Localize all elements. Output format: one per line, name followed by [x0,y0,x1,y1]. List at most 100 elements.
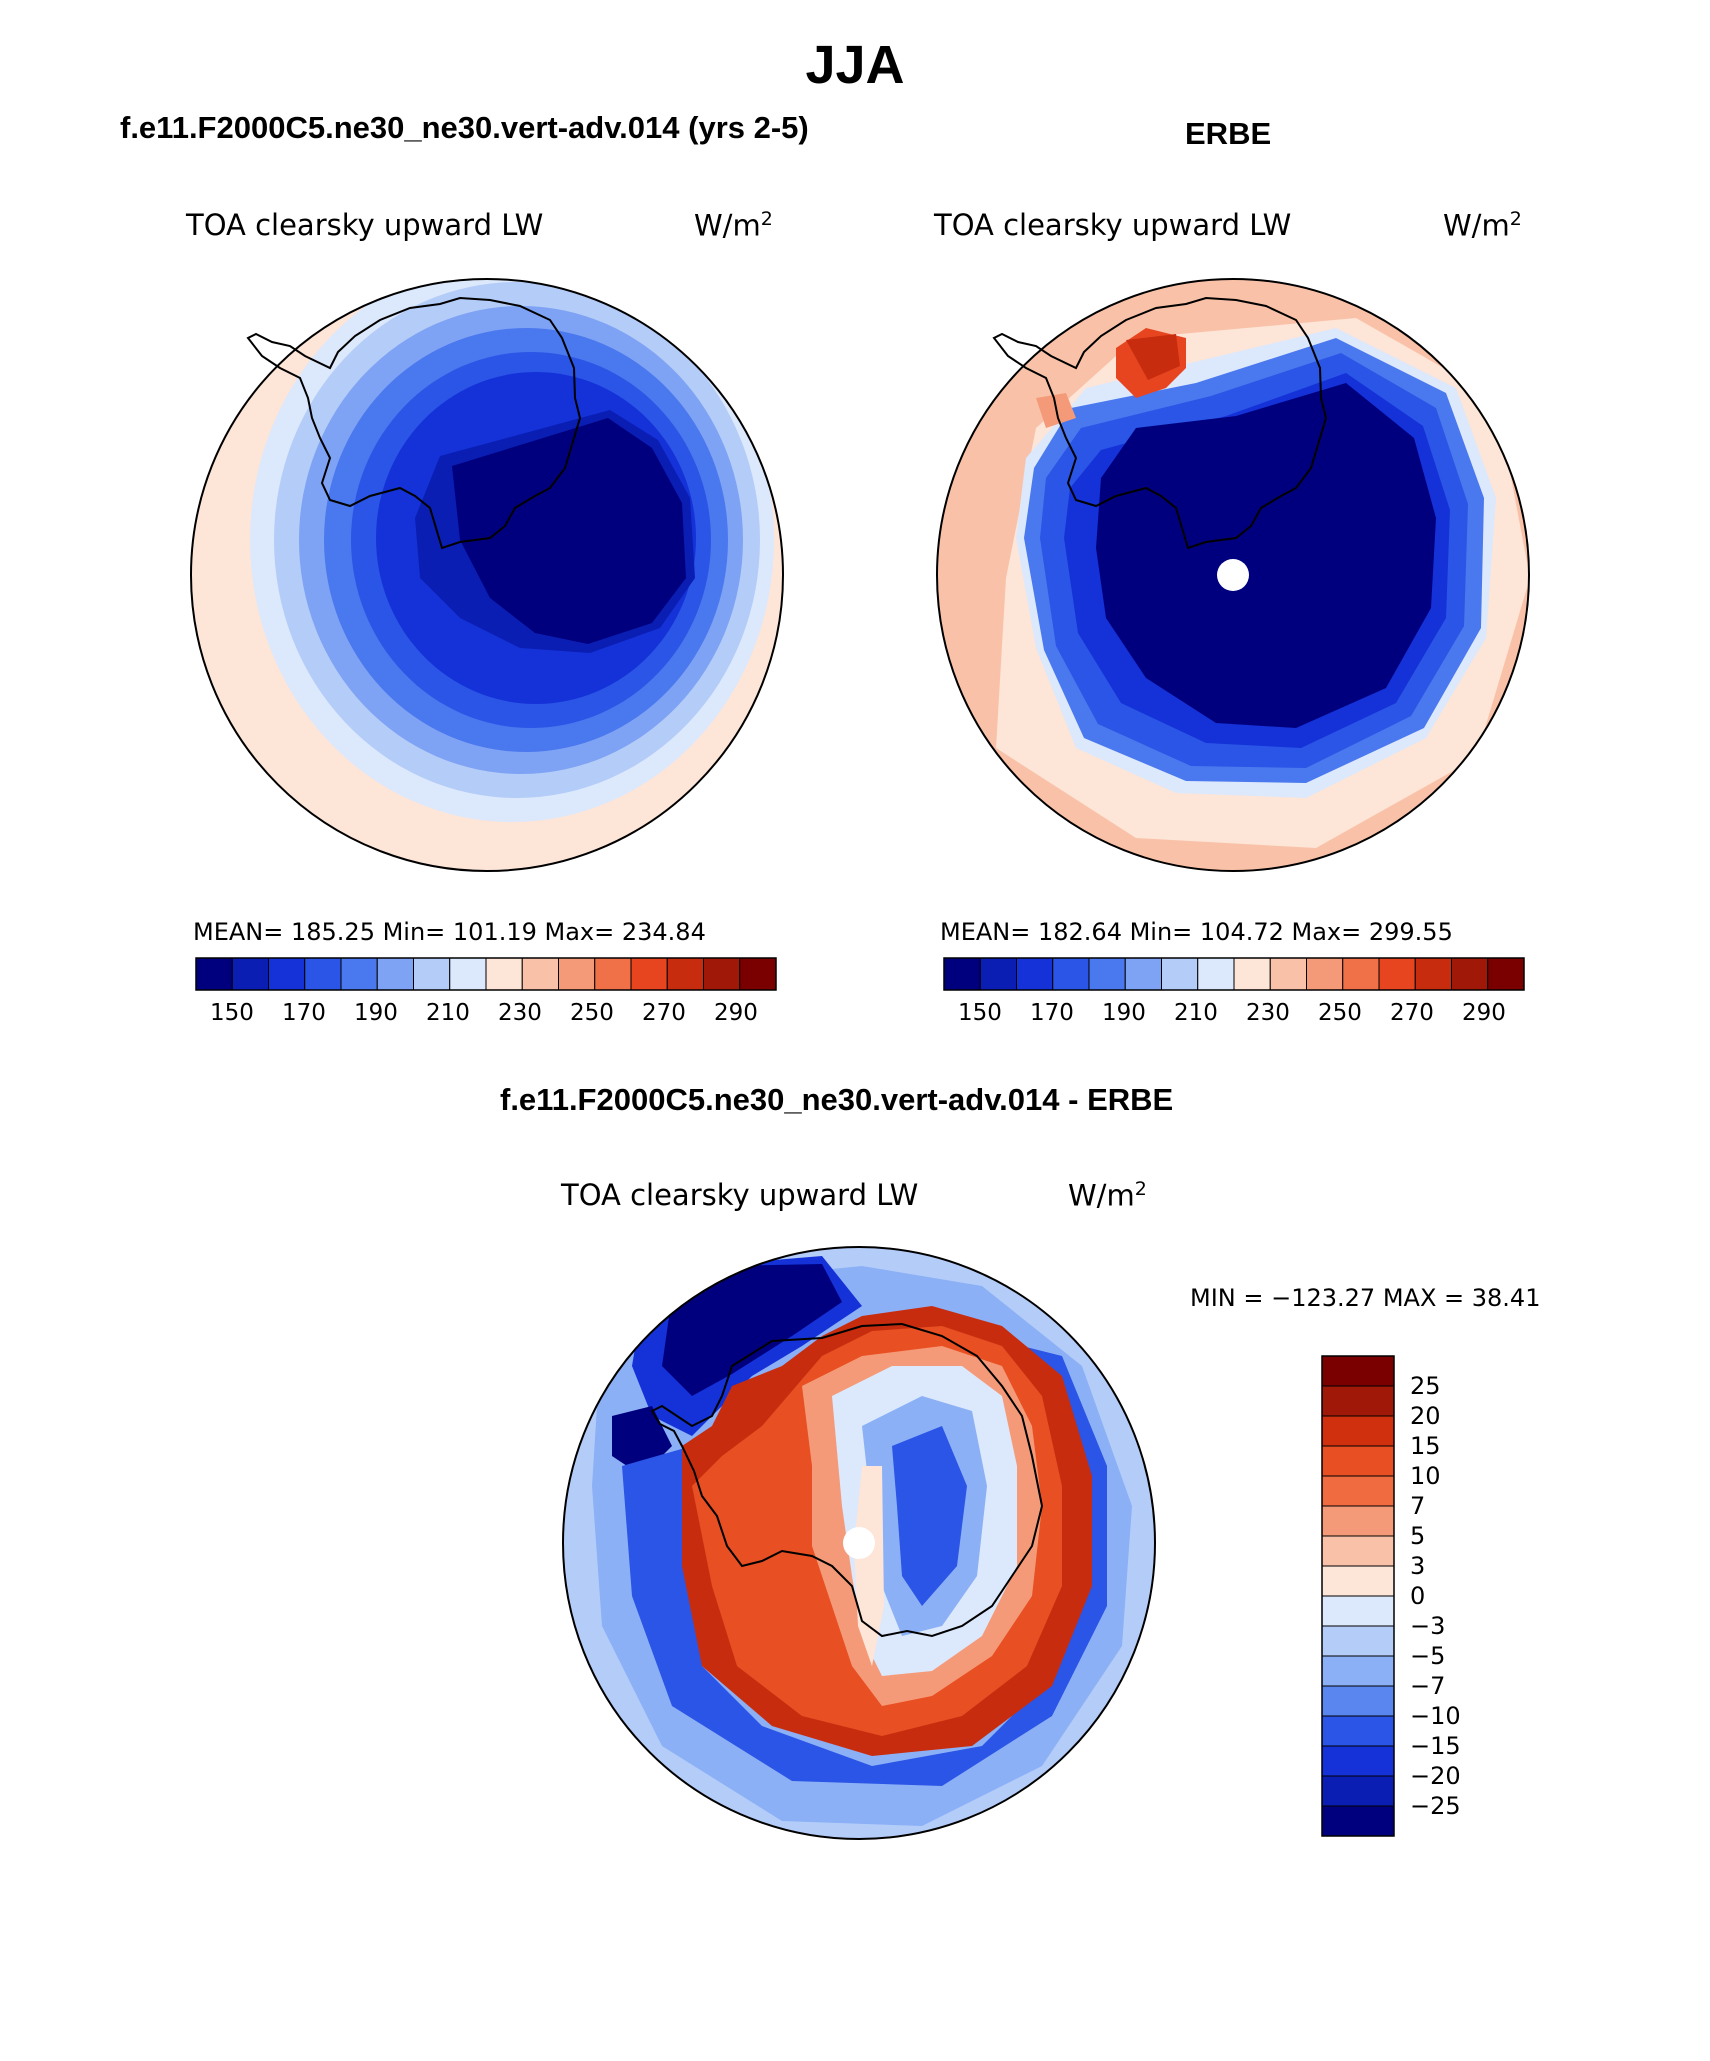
colorbar-swatch [630,957,668,991]
colorbar-tick: −3 [1410,1612,1446,1640]
colorbar-tick: 290 [714,1000,758,1026]
panel2-units-label: W/m2 [1443,208,1522,243]
colorbar-swatch [1321,1715,1395,1747]
colorbar-tick: 25 [1410,1372,1441,1400]
colorbar-swatch [1321,1625,1395,1657]
colorbar-tick: −5 [1410,1642,1446,1670]
panel1-title: f.e11.F2000C5.ne30_ne30.vert-adv.014 (yr… [120,110,809,145]
colorbar-swatch [1052,957,1090,991]
colorbar-swatch [1233,957,1271,991]
colorbar-swatch [1321,1655,1395,1687]
colorbar-tick: 150 [210,1000,254,1026]
antarctica-coastline [992,296,1328,550]
panel2-title: ERBE [1185,116,1272,151]
colorbar-swatch [521,957,559,991]
panel2-variable-label: TOA clearsky upward LW [934,208,1292,242]
colorbar-tick: 210 [1174,1000,1218,1026]
panel3-units-label: W/m2 [1068,1178,1147,1213]
colorbar-swatch [979,957,1017,991]
colorbar-swatch [1342,957,1380,991]
colorbar-tick: 210 [426,1000,470,1026]
colorbar-tick: −7 [1410,1672,1446,1700]
colorbar-tick: 250 [570,1000,614,1026]
colorbar-swatch [1321,1355,1395,1387]
panel1-colorbar [195,957,777,991]
colorbar-tick: 170 [282,1000,326,1026]
colorbar-tick: 290 [1462,1000,1506,1026]
colorbar-swatch [1321,1805,1395,1837]
colorbar-swatch [594,957,632,991]
colorbar-swatch [1414,957,1452,991]
colorbar-tick: −25 [1410,1792,1461,1820]
colorbar-swatch [666,957,704,991]
colorbar-swatch [231,957,269,991]
panel3-polar-map [562,1246,1156,1840]
colorbar-swatch [1321,1385,1395,1417]
colorbar-swatch [1321,1475,1395,1507]
colorbar-tick: −20 [1410,1762,1461,1790]
panel1-variable-label: TOA clearsky upward LW [186,208,544,242]
colorbar-swatch [1321,1445,1395,1477]
colorbar-tick: 230 [498,1000,542,1026]
colorbar-tick: 270 [1390,1000,1434,1026]
colorbar-swatch [1321,1535,1395,1567]
panel3-colorbar-ticks: 25 20 15 10 7 5 3 0 −3 −5 −7 −10 −15 −20… [1410,1356,1530,1838]
panel2-colorbar [943,957,1525,991]
colorbar-tick: 190 [354,1000,398,1026]
pole-hole [843,1527,875,1559]
colorbar-tick: 5 [1410,1522,1426,1550]
colorbar-swatch [1321,1745,1395,1777]
colorbar-tick: 20 [1410,1402,1441,1430]
panel3-stats: MIN = −123.27 MAX = 38.41 [1190,1284,1541,1312]
colorbar-swatch [1321,1685,1395,1717]
colorbar-tick: 150 [958,1000,1002,1026]
panel2-stats: MEAN= 182.64 Min= 104.72 Max= 299.55 [940,918,1453,946]
antarctica-coastline [246,296,582,550]
panel1-polar-map [190,278,784,872]
colorbar-swatch [376,957,414,991]
panel1-stats: MEAN= 185.25 Min= 101.19 Max= 234.84 [193,918,706,946]
colorbar-swatch [1269,957,1307,991]
panel1-units-label: W/m2 [694,208,773,243]
panel2-polar-map [936,278,1530,872]
colorbar-tick: 10 [1410,1462,1441,1490]
colorbar-swatch [1321,1775,1395,1807]
panel3-variable-label: TOA clearsky upward LW [561,1178,919,1212]
colorbar-swatch [1124,957,1162,991]
panel1-colorbar-ticks: 150 170 190 210 230 250 270 290 [196,1000,776,1030]
colorbar-swatch [558,957,596,991]
colorbar-swatch [268,957,306,991]
colorbar-tick: 270 [642,1000,686,1026]
colorbar-swatch [1161,957,1199,991]
colorbar-swatch [943,957,981,991]
colorbar-tick: 230 [1246,1000,1290,1026]
colorbar-swatch [1016,957,1054,991]
colorbar-swatch [1321,1415,1395,1447]
panel3-colorbar [1321,1355,1395,1837]
colorbar-swatch [1306,957,1344,991]
colorbar-swatch [195,957,233,991]
colorbar-swatch [1487,957,1525,991]
antarctica-coastline [650,1322,1044,1638]
colorbar-swatch [449,957,487,991]
colorbar-tick: 190 [1102,1000,1146,1026]
colorbar-swatch [340,957,378,991]
panel2-colorbar-ticks: 150 170 190 210 230 250 270 290 [944,1000,1524,1030]
colorbar-tick: 3 [1410,1552,1426,1580]
colorbar-tick: 170 [1030,1000,1074,1026]
colorbar-swatch [1088,957,1126,991]
pole-hole [1217,559,1249,591]
colorbar-tick: 7 [1410,1492,1426,1520]
colorbar-swatch [1378,957,1416,991]
colorbar-tick: −10 [1410,1702,1461,1730]
colorbar-swatch [304,957,342,991]
colorbar-swatch [1321,1595,1395,1627]
colorbar-swatch [1321,1505,1395,1537]
colorbar-swatch [413,957,451,991]
colorbar-swatch [739,957,777,991]
colorbar-swatch [1321,1565,1395,1597]
colorbar-swatch [1451,957,1489,991]
colorbar-tick: 15 [1410,1432,1441,1460]
colorbar-swatch [1197,957,1235,991]
panel3-title: f.e11.F2000C5.ne30_ne30.vert-adv.014 - E… [500,1082,1174,1117]
